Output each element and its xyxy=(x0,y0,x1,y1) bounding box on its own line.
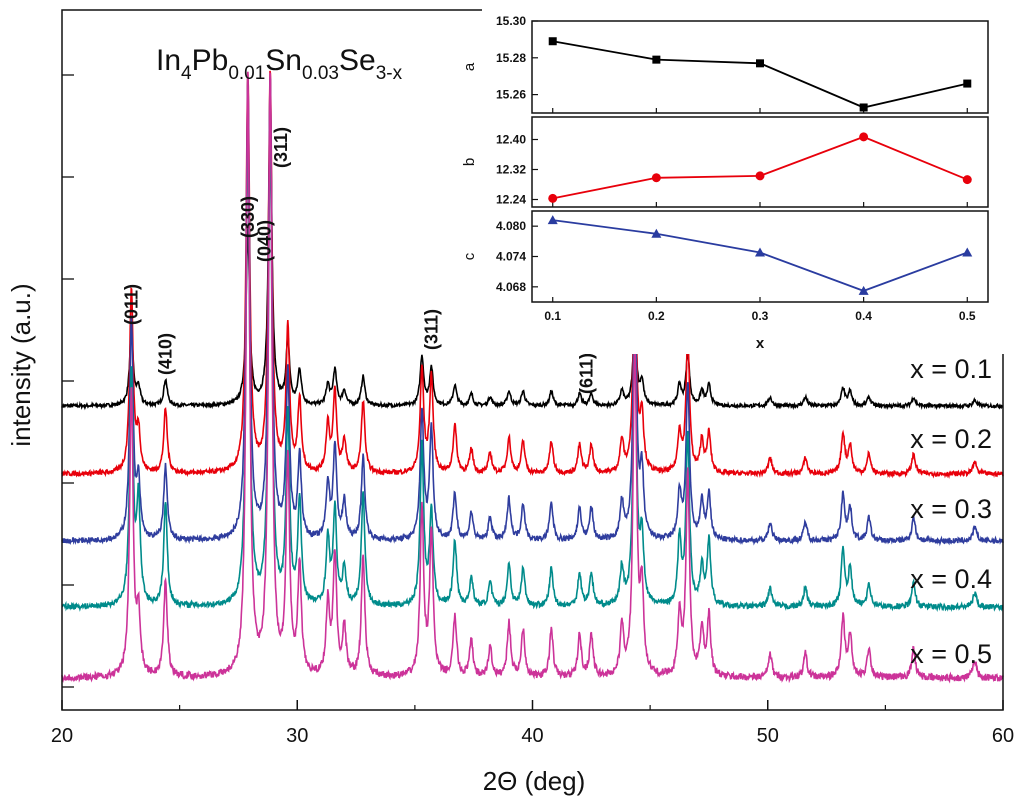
chart-title-part: 4 xyxy=(181,63,192,84)
x-tick-label: 30 xyxy=(286,725,308,747)
inset-marker-square xyxy=(548,37,557,46)
series-labels: x = 0.1 x = 0.2 x = 0.3 x = 0.4 x = 0.5 xyxy=(910,354,992,669)
inset-marker-circle xyxy=(651,173,661,183)
inset-y-tick-label: 4.080 xyxy=(496,219,526,233)
inset-y-tick-label: 4.068 xyxy=(496,280,526,294)
inset-y-tick-label: 15.26 xyxy=(496,88,526,102)
series-label: x = 0.1 xyxy=(910,354,992,384)
xrd-series-line xyxy=(61,70,1004,480)
inset-x-axis-title: x xyxy=(756,335,765,352)
y-axis-title: intensity (a.u.) xyxy=(6,283,36,446)
inset-marker-circle xyxy=(548,193,558,203)
chart-title-part: In xyxy=(156,44,181,77)
inset-marker-circle xyxy=(859,132,869,142)
inset-marker-circle xyxy=(755,171,765,181)
peak-annotation: (311) xyxy=(271,127,291,168)
xrd-traces xyxy=(61,70,1004,684)
x-axis-title: 2Θ (deg) xyxy=(483,766,586,796)
peak-annotation: (011) xyxy=(121,284,141,325)
x-tick-label: 60 xyxy=(992,725,1014,747)
inset-marker-triangle xyxy=(755,247,765,257)
xrd-series-line xyxy=(61,74,1004,547)
series-label: x = 0.2 xyxy=(910,424,992,454)
inset-x-tick-label: 0.2 xyxy=(648,309,665,323)
x-tick-label: 20 xyxy=(51,725,73,747)
series-label: x = 0.5 xyxy=(910,639,992,669)
inset-marker-square xyxy=(756,59,764,68)
peak-annotation: (410) xyxy=(156,333,176,375)
inset-y-tick-label: 12.40 xyxy=(496,133,526,147)
inset-marker-triangle xyxy=(651,228,662,238)
inset-marker-triangle xyxy=(547,215,558,225)
inset-x-tick-label: 0.3 xyxy=(752,309,769,323)
inset-marker-triangle xyxy=(962,247,973,257)
inset-y-tick-label: 4.074 xyxy=(496,250,526,264)
inset-y-axis-title: c xyxy=(461,252,478,260)
series-label: x = 0.4 xyxy=(910,564,992,594)
chart-title-part: Se xyxy=(339,44,376,77)
chart-title-part: 0.03 xyxy=(302,63,339,84)
chart-title: In4Pb0.01Sn0.03Se3-x xyxy=(156,44,403,84)
lattice-parameter-inset: 15.26 15.28 15.30 a 12.24 12.32 12.40 b 4.068 4.0… xyxy=(461,6,1018,354)
x-tick-label: 50 xyxy=(757,725,779,747)
chart-title-part: Sn xyxy=(265,44,302,77)
inset-y-tick-label: 15.28 xyxy=(496,51,526,65)
chart-title-part: Pb xyxy=(192,44,229,77)
inset-y-axis-title: b xyxy=(461,158,478,166)
x-tick-label: 40 xyxy=(521,725,543,747)
inset-y-tick-label: 12.24 xyxy=(496,193,526,207)
peak-annotation: (330) xyxy=(238,196,258,238)
inset-y-tick-label: 15.30 xyxy=(496,14,526,28)
inset-marker-square xyxy=(859,103,868,112)
xrd-series-line xyxy=(61,129,1004,613)
peak-annotation: (611) xyxy=(577,353,597,394)
inset-y-tick-label: 12.32 xyxy=(496,163,526,177)
chart-title-part: 3-x xyxy=(376,63,403,84)
peak-annotation: (040) xyxy=(254,220,274,262)
inset-x-tick-label: 0.1 xyxy=(544,309,561,323)
inset-marker-circle xyxy=(962,175,972,185)
inset-x-tick-label: 0.5 xyxy=(959,309,976,323)
xrd-series-line xyxy=(61,115,1004,411)
inset-marker-square xyxy=(652,55,661,64)
peak-annotation: (311) xyxy=(421,309,441,350)
inset-marker-square xyxy=(963,79,972,88)
chart-title-part: 0.01 xyxy=(228,63,265,84)
peak-annotations: (011) (410) (330)(040) (311) (311) (611) xyxy=(121,127,596,394)
series-label: x = 0.3 xyxy=(910,494,992,524)
inset-x-tick-label: 0.4 xyxy=(855,309,872,323)
inset-y-axis-title: a xyxy=(461,62,478,71)
inset-marker-triangle xyxy=(858,285,869,295)
xrd-series-line xyxy=(61,71,1004,684)
inset-background xyxy=(482,6,1018,354)
